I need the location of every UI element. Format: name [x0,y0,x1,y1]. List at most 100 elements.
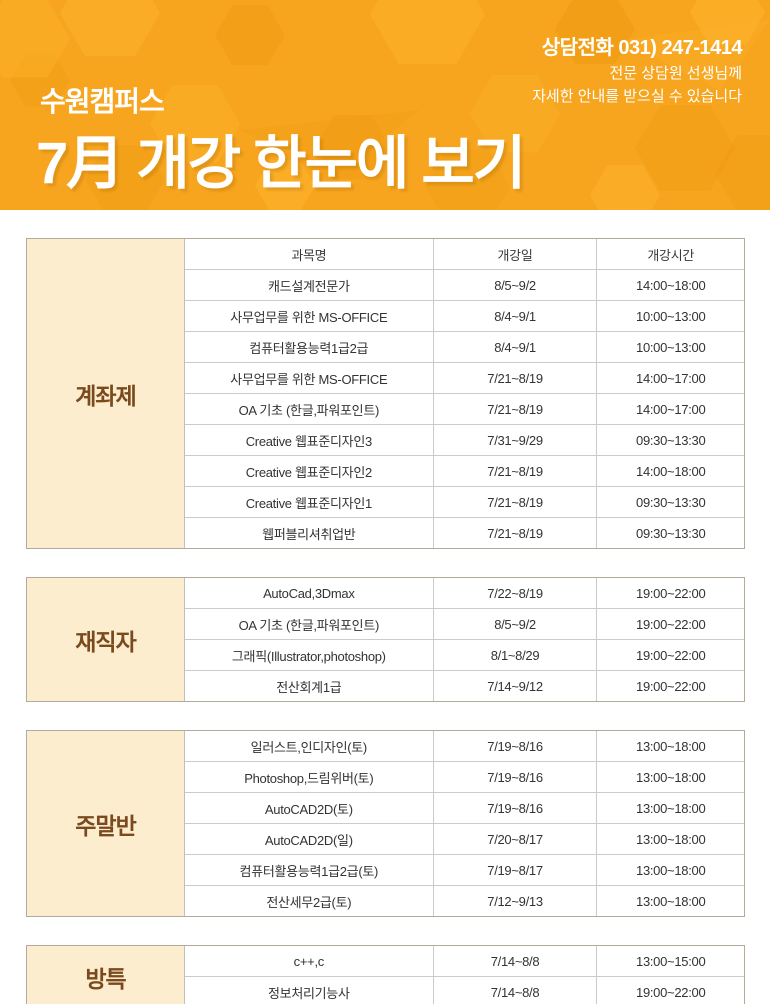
consult-subtext-line1: 전문 상담원 선생님께 [609,65,742,82]
time-cell: 14:00~18:00 [596,270,744,300]
subject-cell: 웹퍼블리셔취업반 [262,526,356,542]
table-row: 사무업무를 위한 MS-OFFICE 7/21~8/19 14:00~17:00 [185,363,744,394]
table-row: 그래픽(Illustrator,photoshop) 8/1~8/29 19:00~… [185,640,744,671]
hexagon-pattern-background [0,0,770,210]
table-row: OA 기초 (한글,파워포인트) 7/21~8/19 14:00~17:00 [185,394,744,425]
date-cell: 7/19~8/16 [432,762,597,792]
section-label: 방특 [27,946,185,1004]
table-row: Creative 웹표준디자인1 7/21~8/19 09:30~13:30 [185,487,744,518]
table-row: 정보처리기능사 7/14~8/8 19:00~22:00 [185,977,744,1004]
tables: 계좌제 과목명 개강일 개강시간 캐드설계전문가 8/5~9/2 14:00~18:00 사… [0,210,770,1004]
time-cell: 09:30~13:30 [596,518,744,548]
date-cell: 7/12~9/13 [432,886,597,916]
date-cell: 8/5~9/2 [432,270,597,300]
time-cell: 19:00~22:00 [596,671,744,701]
page-title: 7月 개강 한눈에 보기 [36,131,526,196]
table-row: AutoCAD2D(일) 7/20~8/17 13:00~18:00 [185,824,744,855]
table-row: 컴퓨터활용능력1급2급 8/4~9/1 10:00~13:00 [185,332,744,363]
subject-cell: Creative 웹표준디자인1 [245,495,373,511]
section-label: 계좌제 [27,239,185,548]
subject-cell: AutoCAD2D(일) [264,832,353,848]
date-cell: 7/19~8/16 [432,793,597,823]
date-cell: 7/21~8/19 [432,456,597,486]
table-row: AutoCad,3Dmax 7/22~8/19 19:00~22:00 [185,578,744,609]
subject-cell: 캐드설계전문가 [268,278,350,294]
column-header: 개강시간 [596,239,744,269]
consult-subtext-line2: 자세한 안내를 받으실 수 있습니다 [532,87,742,105]
subject-cell: 일러스트,인디자인(토) [250,739,368,755]
date-cell: 7/14~8/8 [432,946,597,976]
date-cell: 7/21~8/19 [432,518,597,548]
time-cell: 09:30~13:30 [596,425,744,455]
column-header: 개강일 [432,239,597,269]
date-cell: 8/5~9/2 [432,609,597,639]
section-rows: 과목명 개강일 개강시간 캐드설계전문가 8/5~9/2 14:00~18:00 사무업무를… [185,239,744,548]
section-rows: 일러스트,인디자인(토) 7/19~8/16 13:00~18:00 Photosho… [185,731,744,916]
time-cell: 13:00~18:00 [596,731,744,761]
section-rows: AutoCad,3Dmax 7/22~8/19 19:00~22:00 OA 기초 (… [185,578,744,701]
date-cell: 7/21~8/19 [432,363,597,393]
date-cell: 7/14~8/8 [432,977,597,1004]
campus-name: 수원캠퍼스 [40,86,165,117]
schedule-section: 계좌제 과목명 개강일 개강시간 캐드설계전문가 8/5~9/2 14:00~18:00 사… [26,238,745,549]
date-cell: 7/21~8/19 [432,394,597,424]
table-row: 사무업무를 위한 MS-OFFICE 8/4~9/1 10:00~13:00 [185,301,744,332]
time-cell: 13:00~15:00 [596,946,744,976]
subject-cell: AutoCad,3Dmax [263,585,355,601]
table-row: 전산세무2급(토) 7/12~9/13 13:00~18:00 [185,886,744,916]
table-row: 캐드설계전문가 8/5~9/2 14:00~18:00 [185,270,744,301]
time-cell: 13:00~18:00 [596,793,744,823]
time-cell: 19:00~22:00 [596,578,744,608]
table-row: AutoCAD2D(토) 7/19~8/16 13:00~18:00 [185,793,744,824]
column-header-row: 과목명 개강일 개강시간 [185,239,744,270]
date-cell: 7/14~9/12 [432,671,597,701]
table-row: Creative 웹표준디자인3 7/31~9/29 09:30~13:30 [185,425,744,456]
time-cell: 10:00~13:00 [596,301,744,331]
subject-cell: 사무업무를 위한 MS-OFFICE [230,309,388,325]
table-row: 전산회계1급 7/14~9/12 19:00~22:00 [185,671,744,701]
time-cell: 13:00~18:00 [596,855,744,885]
table-row: Creative 웹표준디자인2 7/21~8/19 14:00~18:00 [185,456,744,487]
schedule-section: 방특 c++,c 7/14~8/8 13:00~15:00 정보처리기능사 7/14~8… [26,945,745,1004]
section-rows: c++,c 7/14~8/8 13:00~15:00 정보처리기능사 7/14~8/8 1… [185,946,744,1004]
time-cell: 19:00~22:00 [596,609,744,639]
date-cell: 7/21~8/19 [432,487,597,517]
subject-cell: OA 기초 (한글,파워포인트) [238,402,380,418]
subject-cell: Creative 웹표준디자인2 [245,464,373,480]
subject-cell: 컴퓨터활용능력1급2급 [249,340,369,356]
subject-cell: 전산회계1급 [276,679,342,695]
schedule-section: 재직자 AutoCad,3Dmax 7/22~8/19 19:00~22:00 OA … [26,577,745,702]
subject-cell: 정보처리기능사 [268,985,350,1001]
time-cell: 13:00~18:00 [596,886,744,916]
section-label: 재직자 [27,578,185,701]
date-cell: 7/19~8/17 [432,855,597,885]
time-cell: 13:00~18:00 [596,824,744,854]
time-cell: 19:00~22:00 [596,977,744,1004]
time-cell: 14:00~17:00 [596,394,744,424]
subject-cell: 컴퓨터활용능력1급2급(토) [239,863,379,879]
date-cell: 8/1~8/29 [432,640,597,670]
consult-phone-number: 상담전화 031) 247-1414 [541,37,743,59]
schedule-section: 주말반 일러스트,인디자인(토) 7/19~8/16 13:00~18:00 Phot… [26,730,745,917]
subject-cell: 전산세무2급(토) [266,894,352,910]
time-cell: 13:00~18:00 [596,762,744,792]
date-cell: 7/20~8/17 [432,824,597,854]
date-cell: 8/4~9/1 [432,332,597,362]
time-cell: 09:30~13:30 [596,487,744,517]
subject-cell: 사무업무를 위한 MS-OFFICE [230,371,388,387]
consult-subtext: 전문 상담원 선생님께 자세한 안내를 받으실 수 있습니다 [532,63,742,108]
table-row: 일러스트,인디자인(토) 7/19~8/16 13:00~18:00 [185,731,744,762]
time-cell: 19:00~22:00 [596,640,744,670]
subject-cell: AutoCAD2D(토) [264,801,353,817]
subject-cell: Creative 웹표준디자인3 [245,433,373,449]
subject-cell: c++,c [293,953,325,969]
table-row: c++,c 7/14~8/8 13:00~15:00 [185,946,744,977]
date-cell: 7/22~8/19 [432,578,597,608]
subject-cell: Photoshop,드림위버(토) [244,770,374,786]
time-cell: 10:00~13:00 [596,332,744,362]
date-cell: 8/4~9/1 [432,301,597,331]
table-row: 컴퓨터활용능력1급2급(토) 7/19~8/17 13:00~18:00 [185,855,744,886]
date-cell: 7/31~9/29 [432,425,597,455]
section-label: 주말반 [27,731,185,916]
